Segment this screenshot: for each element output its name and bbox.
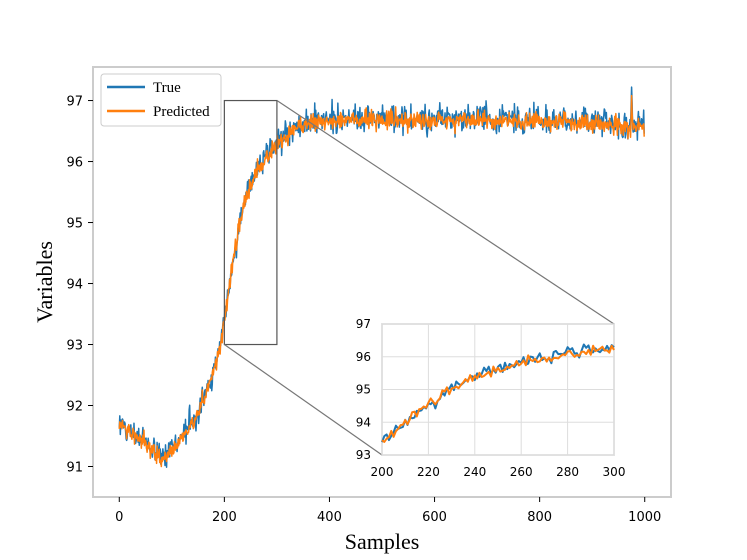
inset-y-tick-label: 94 — [356, 415, 371, 429]
x-tick-label: 400 — [317, 510, 342, 525]
x-tick-label: 0 — [115, 510, 123, 525]
zoom-connector-bottom — [224, 344, 383, 456]
inset-y-tick-label: 97 — [356, 317, 371, 331]
y-tick-label: 93 — [66, 339, 83, 354]
x-axis-ticks: 0 200 400 600 800 1000 — [115, 497, 661, 525]
inset-x-tick-label: 260 — [510, 465, 533, 479]
inset-x-tick-label: 280 — [556, 465, 579, 479]
zoom-region-box — [223, 99, 278, 346]
inset-x-tick-label: 300 — [603, 465, 626, 479]
inset-y-tick-label: 95 — [356, 383, 371, 397]
y-tick-label: 91 — [66, 461, 83, 476]
y-tick-label: 94 — [66, 278, 83, 293]
inset-y-tick-label: 93 — [356, 448, 371, 462]
y-axis-ticks: 91 92 93 94 95 96 97 — [66, 95, 93, 476]
zoom-connector-top — [276, 100, 615, 325]
series-line-predicted — [118, 94, 645, 468]
inset-x-tick-label: 240 — [463, 465, 486, 479]
inset-series-line-true — [381, 343, 615, 443]
y-tick-label: 96 — [66, 156, 83, 171]
legend: True Predicted — [100, 73, 222, 127]
inset-ticks: 200 220 240 260 280 300 93 94 95 96 97 — [356, 317, 626, 479]
x-tick-label: 200 — [212, 510, 237, 525]
x-tick-label: 1000 — [628, 510, 661, 525]
y-axis-title: Variables — [32, 241, 57, 323]
legend-label-true: True — [153, 80, 181, 96]
main-series-group — [118, 86, 645, 468]
x-tick-label: 600 — [422, 510, 447, 525]
legend-label-predicted: Predicted — [153, 104, 210, 120]
inset-x-tick-label: 200 — [371, 465, 394, 479]
inset-y-tick-label: 96 — [356, 350, 371, 364]
y-tick-label: 95 — [66, 217, 83, 232]
x-tick-label: 800 — [527, 510, 552, 525]
x-axis-title: Samples — [345, 529, 420, 554]
inset-series-line-predicted — [381, 344, 615, 443]
inset-series-group — [381, 343, 615, 443]
inset-x-tick-label: 220 — [417, 465, 440, 479]
y-tick-label: 97 — [66, 95, 83, 110]
inset-chart: 200 220 240 260 280 300 93 94 95 96 97 — [356, 317, 626, 479]
y-tick-label: 92 — [66, 400, 83, 415]
